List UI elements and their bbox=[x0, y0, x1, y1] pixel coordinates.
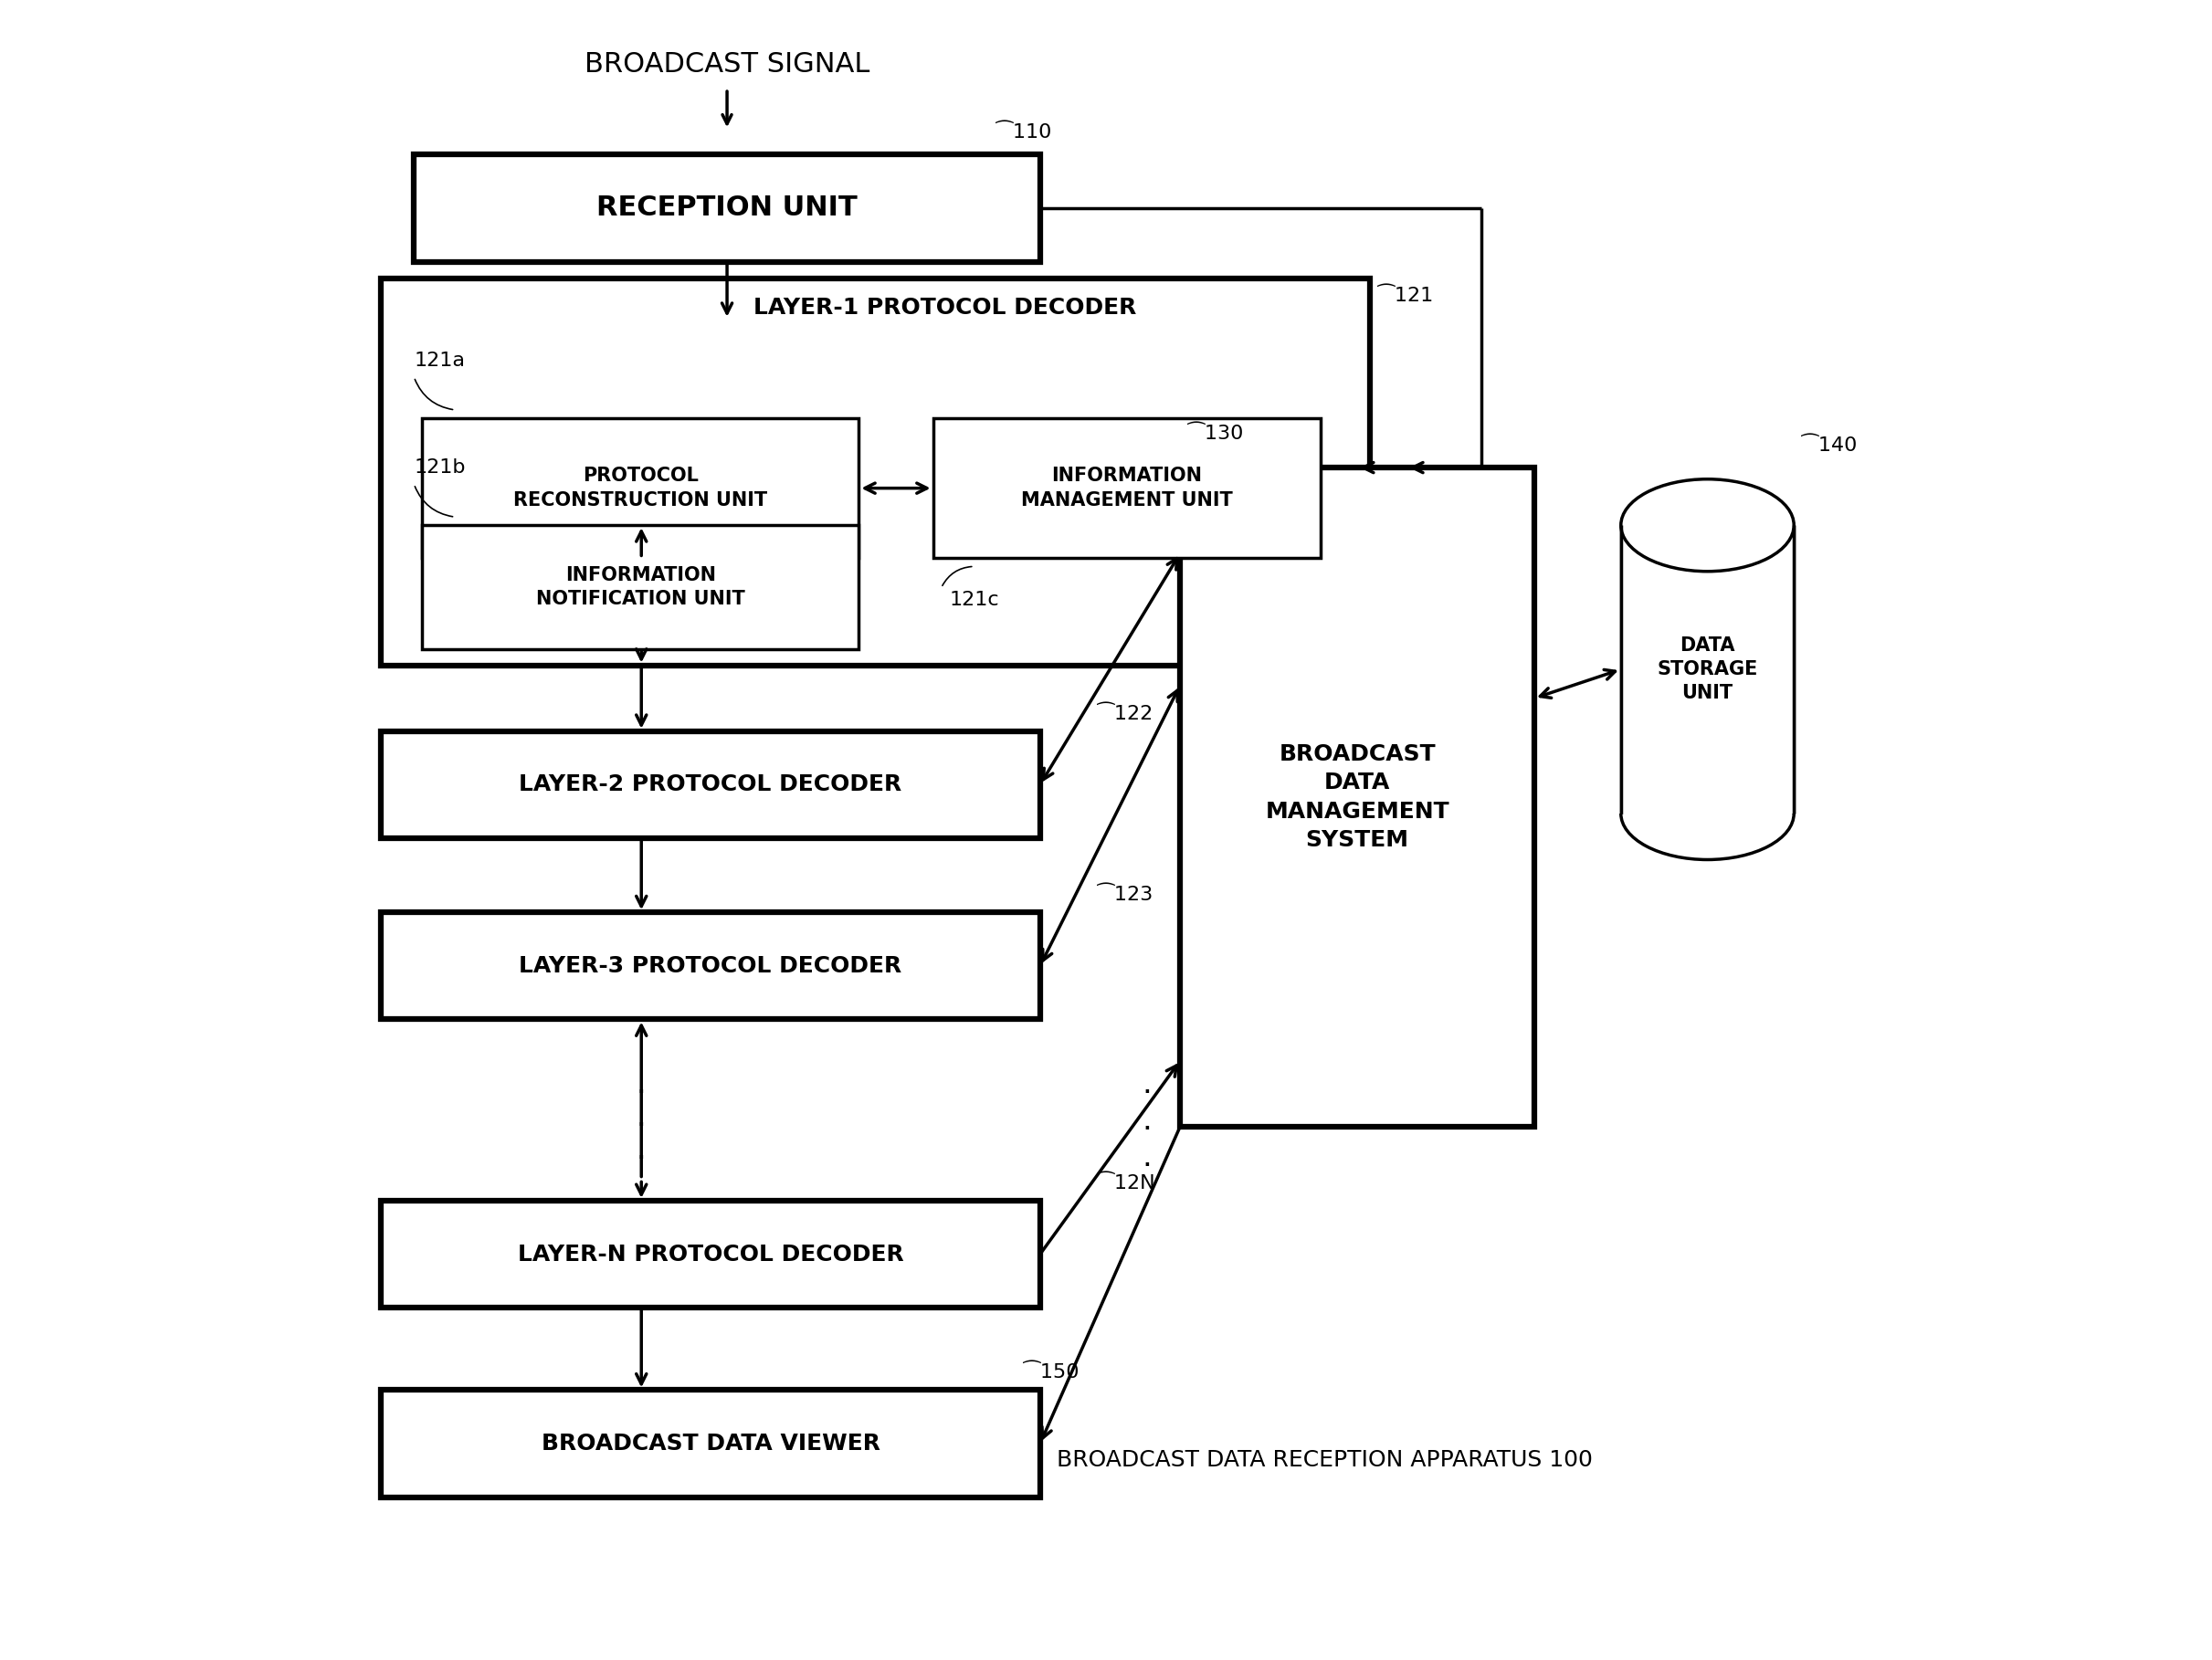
Text: BROADCAST
DATA
MANAGEMENT
SYSTEM: BROADCAST DATA MANAGEMENT SYSTEM bbox=[1265, 742, 1449, 852]
Text: ·: · bbox=[1141, 1079, 1152, 1109]
Text: ⁀140: ⁀140 bbox=[1803, 437, 1858, 455]
FancyBboxPatch shape bbox=[380, 279, 1369, 666]
FancyBboxPatch shape bbox=[380, 913, 1040, 1019]
Text: ⁀130: ⁀130 bbox=[1188, 425, 1243, 443]
FancyBboxPatch shape bbox=[414, 154, 1040, 262]
Text: 121b: 121b bbox=[414, 458, 465, 476]
Text: PROTOCOL
RECONSTRUCTION UNIT: PROTOCOL RECONSTRUCTION UNIT bbox=[513, 466, 768, 510]
Text: ·: · bbox=[637, 1112, 646, 1142]
Text: LAYER-2 PROTOCOL DECODER: LAYER-2 PROTOCOL DECODER bbox=[520, 774, 902, 795]
Text: ·: · bbox=[1141, 1150, 1152, 1182]
Text: LAYER-3 PROTOCOL DECODER: LAYER-3 PROTOCOL DECODER bbox=[520, 954, 902, 976]
Text: ⁀110: ⁀110 bbox=[995, 123, 1051, 141]
Text: ⁀150: ⁀150 bbox=[1024, 1363, 1079, 1381]
Text: BROADCAST DATA VIEWER: BROADCAST DATA VIEWER bbox=[542, 1433, 880, 1454]
FancyBboxPatch shape bbox=[422, 418, 858, 558]
Text: ·: · bbox=[637, 1144, 646, 1175]
Ellipse shape bbox=[1621, 480, 1794, 571]
Text: RECEPTION UNIT: RECEPTION UNIT bbox=[597, 194, 858, 221]
Text: ·: · bbox=[637, 1079, 646, 1109]
FancyBboxPatch shape bbox=[1181, 468, 1535, 1127]
FancyBboxPatch shape bbox=[422, 525, 858, 649]
Text: ·: · bbox=[1141, 1116, 1152, 1145]
Bar bbox=[1621, 525, 1794, 813]
Text: ⁀123: ⁀123 bbox=[1097, 886, 1152, 905]
Text: INFORMATION
MANAGEMENT UNIT: INFORMATION MANAGEMENT UNIT bbox=[1020, 466, 1232, 510]
FancyBboxPatch shape bbox=[933, 418, 1321, 558]
Text: 121c: 121c bbox=[949, 591, 1000, 609]
Text: LAYER-N PROTOCOL DECODER: LAYER-N PROTOCOL DECODER bbox=[518, 1243, 905, 1265]
Text: ⁀12N: ⁀12N bbox=[1097, 1174, 1155, 1192]
Text: BROADCAST DATA RECEPTION APPARATUS 100: BROADCAST DATA RECEPTION APPARATUS 100 bbox=[1057, 1449, 1593, 1471]
Text: BROADCAST SIGNAL: BROADCAST SIGNAL bbox=[584, 51, 869, 78]
Text: 121a: 121a bbox=[414, 352, 465, 370]
FancyBboxPatch shape bbox=[380, 1200, 1040, 1308]
Text: ⁀121: ⁀121 bbox=[1378, 287, 1433, 305]
Text: INFORMATION
NOTIFICATION UNIT: INFORMATION NOTIFICATION UNIT bbox=[535, 566, 745, 608]
Text: ⁀122: ⁀122 bbox=[1097, 704, 1152, 722]
Text: DATA
STORAGE
UNIT: DATA STORAGE UNIT bbox=[1657, 636, 1759, 702]
FancyBboxPatch shape bbox=[380, 730, 1040, 838]
Text: LAYER-1 PROTOCOL DECODER: LAYER-1 PROTOCOL DECODER bbox=[752, 297, 1137, 319]
FancyBboxPatch shape bbox=[380, 1389, 1040, 1497]
